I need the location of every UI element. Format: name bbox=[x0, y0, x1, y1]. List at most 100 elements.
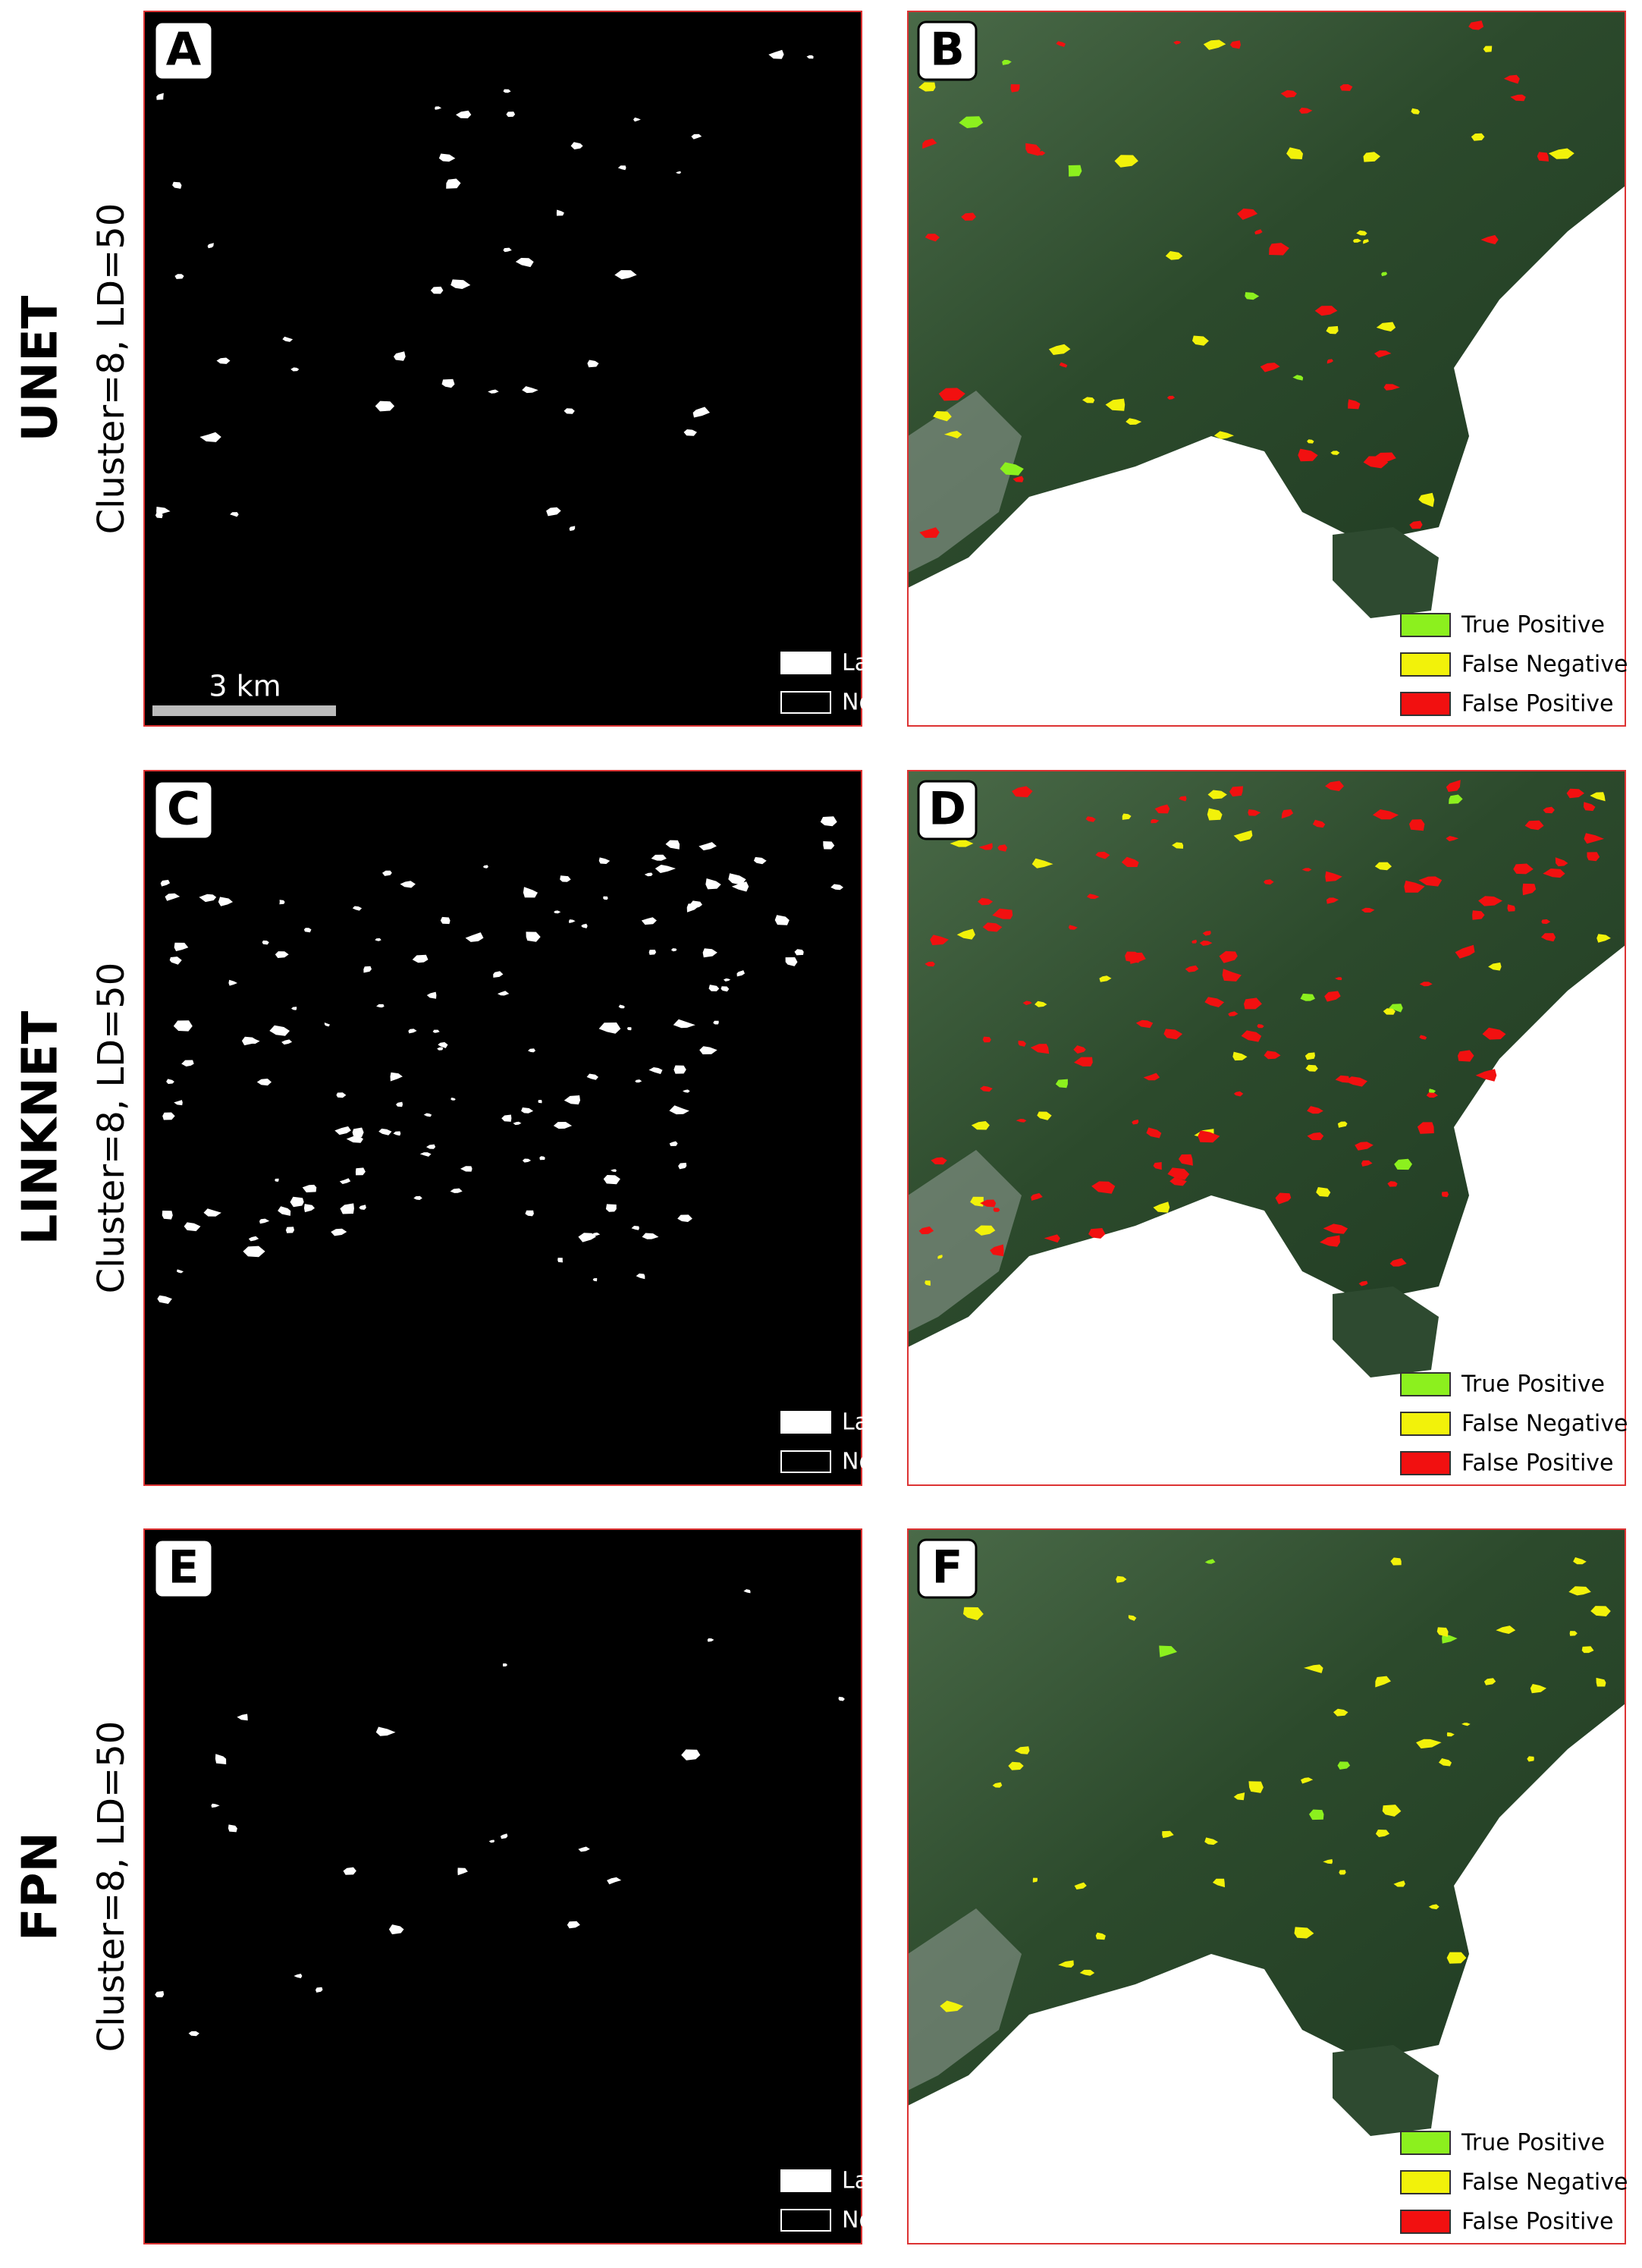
detection-patch bbox=[1590, 1606, 1611, 1616]
detection-patch bbox=[1428, 1904, 1439, 1910]
detection-patch bbox=[1037, 1111, 1052, 1120]
detection-patch bbox=[1314, 306, 1338, 316]
detection-patch bbox=[1207, 790, 1227, 799]
detection-patch bbox=[1264, 879, 1274, 885]
landslide-patch bbox=[334, 1126, 351, 1136]
detection-patch bbox=[1169, 1177, 1187, 1186]
detection-patch bbox=[992, 908, 1013, 919]
detection-patch bbox=[1154, 804, 1170, 814]
landslide-patch bbox=[570, 142, 583, 149]
detection-patch bbox=[1339, 1870, 1346, 1875]
legend-swatch bbox=[780, 2169, 831, 2192]
detection-patch bbox=[1381, 272, 1388, 277]
detection-patch bbox=[1324, 991, 1341, 1002]
landslide-patch bbox=[228, 1824, 237, 1833]
landslide-patch bbox=[262, 940, 269, 945]
landslide-patch bbox=[785, 957, 798, 966]
detection-patch bbox=[1461, 1723, 1471, 1726]
detection-patch bbox=[1203, 39, 1226, 50]
detection-patch bbox=[1198, 1130, 1220, 1143]
landslide-patch bbox=[440, 916, 451, 925]
landslide-patch bbox=[162, 1211, 173, 1220]
landslide-patch bbox=[731, 881, 749, 892]
landslide-patch bbox=[728, 873, 746, 885]
legend-label: False Positive bbox=[1461, 691, 1614, 718]
detection-patch bbox=[1073, 1045, 1086, 1054]
detection-patch bbox=[1032, 1877, 1038, 1883]
detection-patch bbox=[918, 1226, 934, 1235]
detection-patch bbox=[1507, 904, 1515, 912]
landslide-patch bbox=[199, 894, 217, 903]
landslide-patch bbox=[451, 1098, 456, 1101]
landslide-patch bbox=[721, 986, 730, 992]
landslide-patch bbox=[174, 1100, 183, 1106]
detection-patch bbox=[1394, 1158, 1412, 1170]
landslide-patch bbox=[611, 1169, 617, 1172]
landslide-patch bbox=[173, 1020, 193, 1032]
landslide-patch bbox=[838, 1696, 845, 1701]
landslide-patch bbox=[708, 985, 720, 991]
landslide-patch bbox=[172, 181, 182, 189]
detection-patch bbox=[1128, 1615, 1137, 1621]
legend-swatch bbox=[1400, 692, 1451, 716]
detection-patch bbox=[1286, 147, 1303, 159]
detection-patch bbox=[1537, 152, 1549, 162]
detection-patch bbox=[1105, 398, 1126, 411]
setting-label: Cluster=8, LD=50 bbox=[90, 1721, 133, 2053]
detection-patch bbox=[1596, 1677, 1606, 1687]
detection-patch bbox=[1199, 941, 1213, 946]
landslide-patch bbox=[753, 856, 767, 865]
legend-swatch bbox=[1400, 1412, 1451, 1436]
landslide-patch bbox=[207, 243, 214, 249]
detection-patch bbox=[933, 411, 952, 422]
detection-patch bbox=[930, 935, 949, 946]
setting-label: Cluster=8, LD=50 bbox=[90, 963, 133, 1294]
detection-patch bbox=[1172, 842, 1184, 849]
detection-patch bbox=[1472, 910, 1485, 920]
detection-patch bbox=[918, 82, 936, 92]
landslide-patch bbox=[806, 55, 814, 59]
landslide-patch bbox=[768, 49, 784, 59]
landslide-patch bbox=[451, 279, 471, 289]
landslide-patch bbox=[673, 1019, 695, 1029]
landslide-patch bbox=[564, 1095, 580, 1105]
detection-patch bbox=[1566, 788, 1584, 799]
landslide-patch bbox=[352, 1127, 364, 1138]
detection-patch bbox=[1312, 819, 1326, 828]
landslide-patch bbox=[282, 336, 294, 342]
detection-patch bbox=[1584, 833, 1604, 844]
detection-patch bbox=[938, 388, 965, 401]
detection-patch bbox=[1596, 934, 1611, 943]
detection-patch bbox=[1383, 384, 1400, 391]
landslide-patch bbox=[426, 991, 437, 999]
landslide-patch bbox=[794, 949, 804, 956]
detection-patch bbox=[1204, 997, 1225, 1007]
detection-patch bbox=[1162, 1830, 1174, 1839]
detection-patch bbox=[1587, 852, 1600, 862]
landslide-patch bbox=[302, 1184, 317, 1192]
detection-patch bbox=[1316, 1187, 1331, 1197]
detection-patch bbox=[1068, 925, 1078, 930]
detection-patch bbox=[978, 843, 993, 850]
detection-patch bbox=[1192, 335, 1209, 346]
landslide-patch bbox=[400, 881, 416, 888]
island bbox=[1333, 2045, 1439, 2136]
detection-patch bbox=[1151, 819, 1160, 824]
landslide-patch bbox=[324, 1022, 331, 1027]
landslide-patch bbox=[823, 841, 835, 850]
detection-patch bbox=[1446, 836, 1459, 842]
letter-box bbox=[153, 20, 214, 81]
landslide-patch bbox=[502, 1663, 508, 1666]
detection-patch bbox=[1185, 965, 1199, 972]
landslide-patch bbox=[521, 1107, 534, 1114]
prediction-panel: CLandslideNon-landslide bbox=[143, 770, 997, 1486]
legend-swatch bbox=[1400, 1451, 1451, 1475]
landslide-patch bbox=[174, 942, 189, 951]
detection-patch bbox=[1363, 456, 1389, 469]
detection-patch bbox=[992, 1782, 1003, 1788]
landslide-patch bbox=[375, 938, 381, 941]
legend-swatch bbox=[1400, 1372, 1451, 1396]
detection-patch bbox=[1132, 1119, 1139, 1125]
detection-patch bbox=[1179, 796, 1187, 802]
landslide-patch bbox=[336, 1092, 347, 1098]
